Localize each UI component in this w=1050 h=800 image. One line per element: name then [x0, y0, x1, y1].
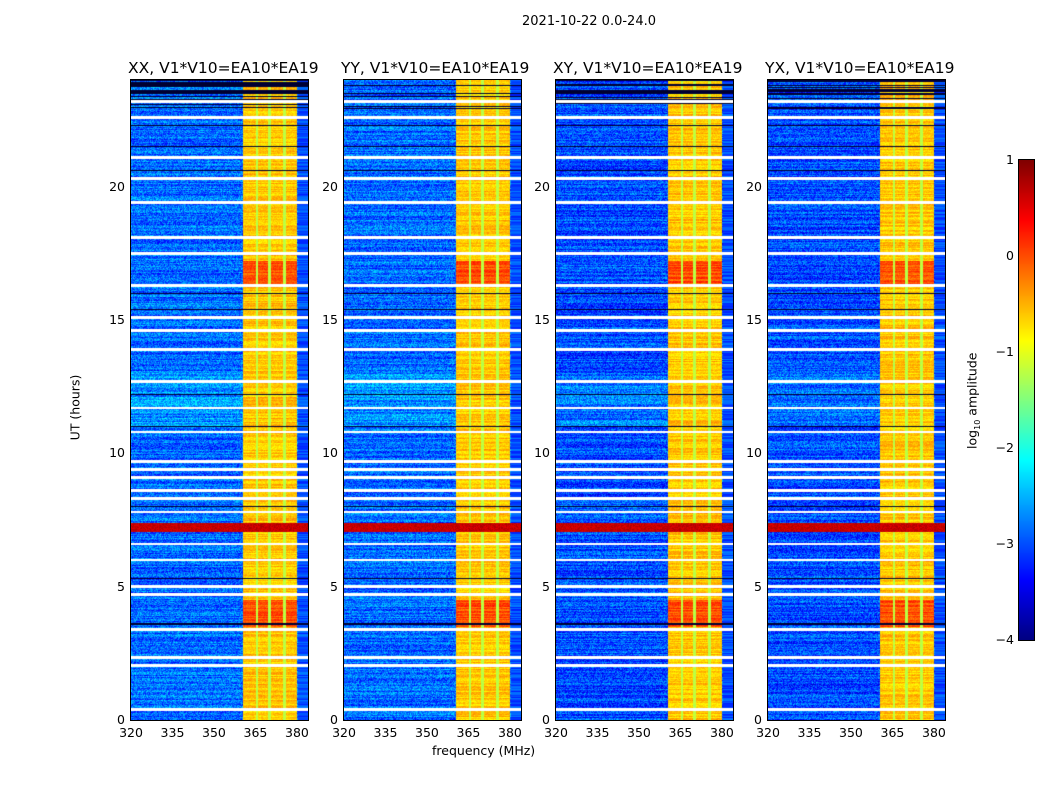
- panel-frame: [767, 79, 946, 721]
- x-tick-label: 380: [498, 725, 522, 740]
- y-tick-label: 10: [746, 445, 762, 461]
- y-tick-label: 15: [322, 312, 338, 327]
- colorbar-tick-label: 0: [1006, 248, 1014, 263]
- y-axis-label: UT (hours): [67, 374, 83, 441]
- x-tick-label: 380: [710, 725, 734, 740]
- x-tick-label: 335: [373, 725, 398, 740]
- colorbar-tick-label: 1: [1006, 152, 1014, 167]
- heatmap-panel-3: [556, 80, 733, 720]
- x-tick-label: 350: [627, 725, 651, 740]
- x-tick-label: 350: [202, 725, 226, 740]
- y-tick-label: 20: [534, 178, 550, 194]
- x-tick-label: 335: [797, 725, 822, 740]
- y-tick-label: 0: [117, 712, 125, 727]
- heatmap-panel-2: [344, 80, 521, 720]
- y-tick-label: 5: [330, 578, 338, 594]
- x-tick-label: 365: [880, 725, 905, 740]
- x-tick-label: 335: [160, 725, 185, 740]
- y-tick-label: 15: [534, 312, 550, 327]
- x-tick-label: 380: [285, 725, 309, 740]
- colorbar-tick-label: −3: [995, 536, 1014, 551]
- y-tick-label: 10: [534, 445, 550, 461]
- panel-title: XX, V1*V10=EA10*EA19: [128, 59, 319, 77]
- y-tick-label: 20: [322, 178, 338, 194]
- y-tick-label: 15: [746, 312, 762, 327]
- y-tick-label: 5: [542, 578, 550, 594]
- y-tick-label: 20: [109, 178, 125, 194]
- x-tick-label: 365: [243, 725, 268, 740]
- x-tick-label: 350: [839, 725, 863, 740]
- y-tick-label: 0: [754, 712, 762, 727]
- x-tick-label: 350: [415, 725, 439, 740]
- panel-frame: [130, 79, 309, 721]
- y-tick-label: 0: [330, 712, 338, 727]
- y-tick-label: 0: [542, 712, 550, 727]
- colorbar: [1019, 160, 1034, 640]
- figure-title: 2021-10-22 0.0-24.0: [522, 14, 656, 29]
- colorbar-tick-label: −2: [995, 440, 1014, 455]
- x-tick-label: 320: [544, 725, 568, 740]
- y-tick-label: 10: [322, 445, 338, 461]
- panel-title: XY, V1*V10=EA10*EA19: [553, 59, 743, 77]
- colorbar-label: log10 amplitude: [964, 352, 982, 449]
- colorbar-frame: [1018, 159, 1035, 641]
- y-tick-label: 20: [746, 178, 762, 194]
- x-tick-label: 320: [119, 725, 143, 740]
- colorbar-tick-label: −4: [995, 632, 1014, 647]
- panel-frame: [343, 79, 522, 721]
- x-tick-label: 365: [668, 725, 693, 740]
- y-tick-label: 15: [109, 312, 125, 327]
- y-tick-label: 5: [754, 578, 762, 594]
- x-tick-label: 320: [756, 725, 780, 740]
- x-tick-label: 365: [456, 725, 481, 740]
- x-tick-label: 320: [332, 725, 356, 740]
- panel-frame: [555, 79, 734, 721]
- heatmap-panel-1: [131, 80, 308, 720]
- panel-title: YY, V1*V10=EA10*EA19: [341, 59, 530, 77]
- y-tick-label: 10: [109, 445, 125, 461]
- y-tick-label: 5: [117, 578, 125, 594]
- x-axis-label: frequency (MHz): [432, 743, 536, 758]
- x-tick-label: 335: [585, 725, 610, 740]
- colorbar-tick-label: −1: [995, 344, 1014, 359]
- heatmap-panel-4: [768, 80, 945, 720]
- panel-title: YX, V1*V10=EA10*EA19: [765, 59, 955, 77]
- x-tick-label: 380: [922, 725, 946, 740]
